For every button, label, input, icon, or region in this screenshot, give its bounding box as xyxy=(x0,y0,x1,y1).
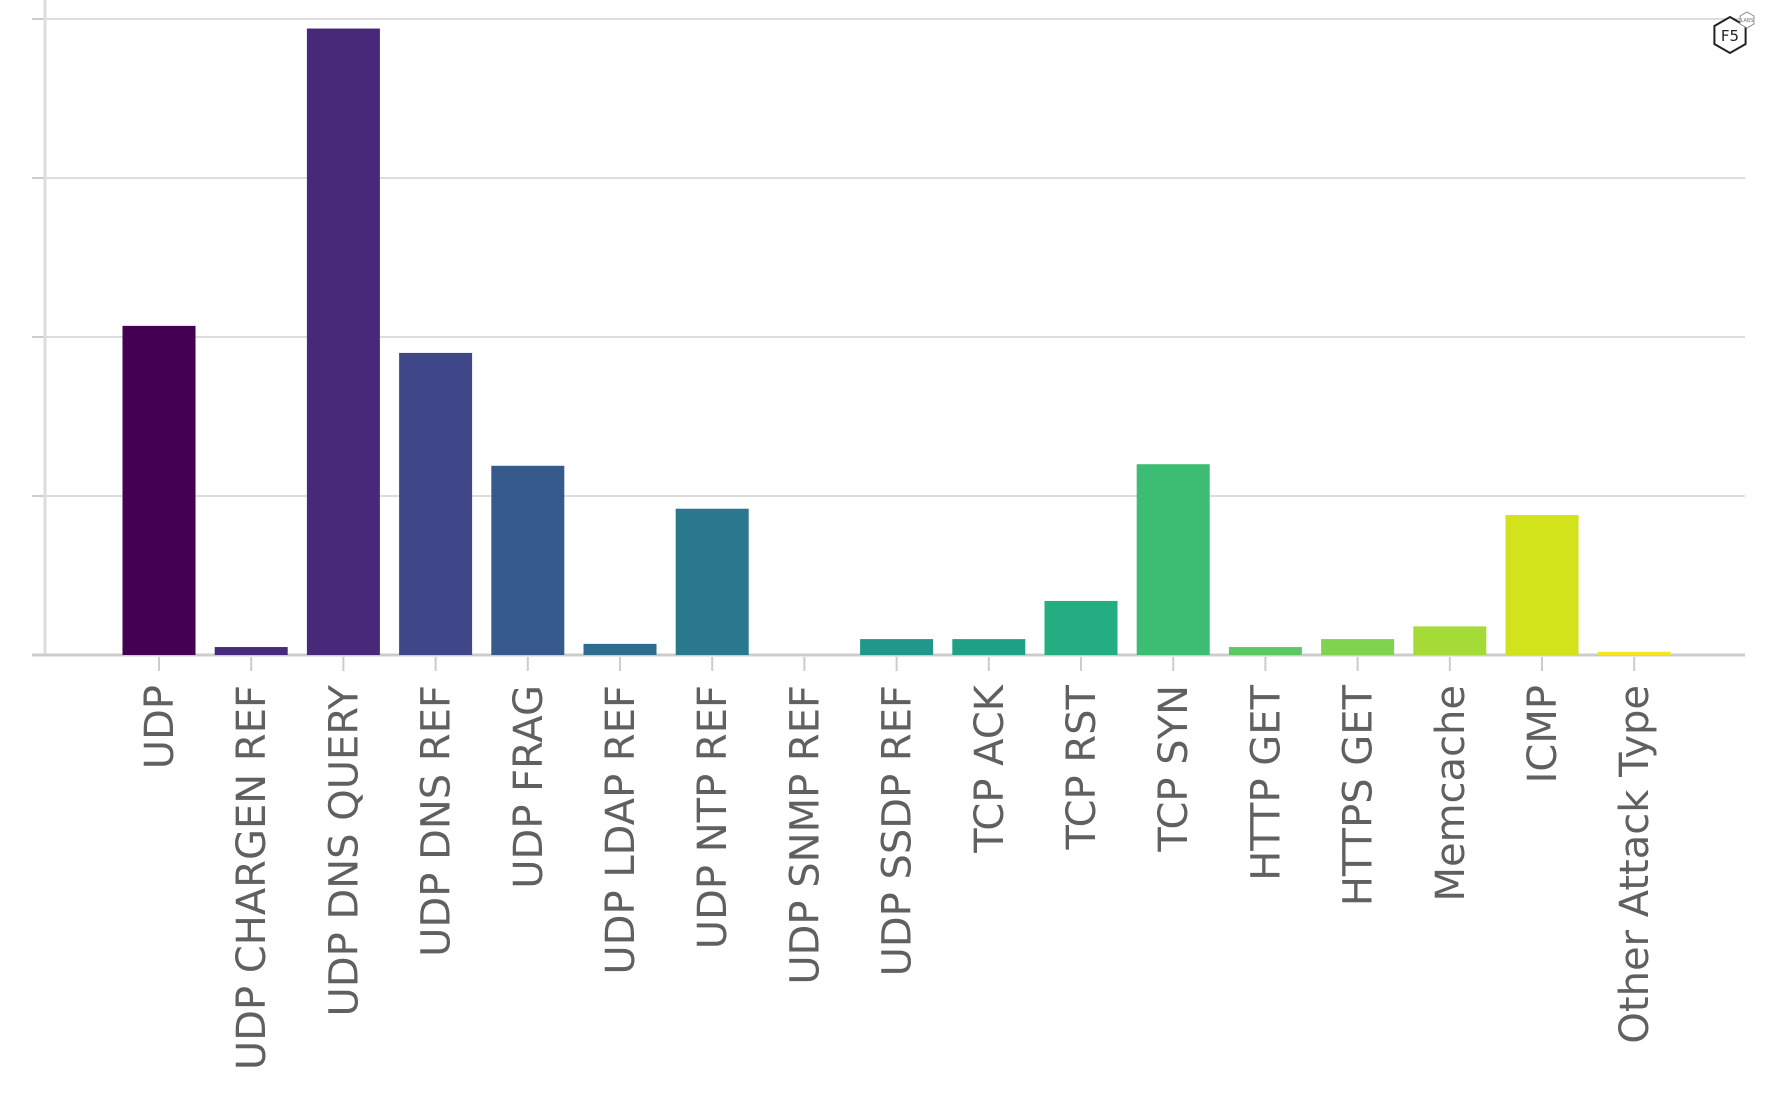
category-label-15: Memcache xyxy=(1428,685,1474,902)
bar-4 xyxy=(399,352,473,655)
category-labels: UDP UDP CHARGEN REF UDP DNS QUERY UDP DNS R… xyxy=(137,683,1658,1070)
bar-2 xyxy=(214,647,288,655)
bar-14 xyxy=(1321,639,1395,655)
bar-12 xyxy=(1136,464,1210,655)
category-label-17: Other Attack Type xyxy=(1612,685,1658,1044)
category-label-8: UDP SNMP REF xyxy=(782,685,828,985)
category-label-10: TCP ACK xyxy=(967,683,1013,853)
category-label-4: UDP DNS REF xyxy=(414,685,460,957)
bar-13 xyxy=(1228,647,1302,655)
bar-17 xyxy=(1597,651,1671,655)
bar-16 xyxy=(1505,515,1579,655)
axes xyxy=(32,0,1745,671)
category-label-9: UDP SSDP REF xyxy=(875,685,921,976)
category-label-3: UDP DNS QUERY xyxy=(321,684,367,1016)
category-label-5: UDP FRAG xyxy=(506,685,552,889)
bar-5 xyxy=(491,465,565,655)
category-label-11: TCP RST xyxy=(1059,684,1105,850)
bar-9 xyxy=(860,639,934,655)
bar-10 xyxy=(952,639,1026,655)
category-label-6: UDP LDAP REF xyxy=(598,685,644,975)
bar-7 xyxy=(675,508,749,655)
category-label-1: UDP xyxy=(137,685,183,769)
category-label-16: ICMP xyxy=(1520,685,1566,783)
category-label-14: HTTPS GET xyxy=(1336,684,1382,906)
f5-labs-logo: F5 LABS xyxy=(1713,11,1755,55)
logo-sub-text: LABS xyxy=(1741,18,1754,24)
bar-3 xyxy=(306,28,380,656)
labs-hexagon-icon xyxy=(1739,11,1755,29)
category-label-7: UDP NTP REF xyxy=(690,685,736,949)
bar-6 xyxy=(583,643,657,655)
bar-1 xyxy=(122,325,196,655)
bar-11 xyxy=(1044,600,1118,655)
bar-15 xyxy=(1413,626,1487,655)
category-label-12: TCP SYN xyxy=(1151,685,1197,853)
gridlines xyxy=(45,18,1745,497)
category-label-13: HTTP GET xyxy=(1243,684,1289,880)
logo-text: F5 xyxy=(1721,27,1739,45)
category-label-2: UDP CHARGEN REF xyxy=(229,685,275,1070)
bars xyxy=(122,28,1671,656)
